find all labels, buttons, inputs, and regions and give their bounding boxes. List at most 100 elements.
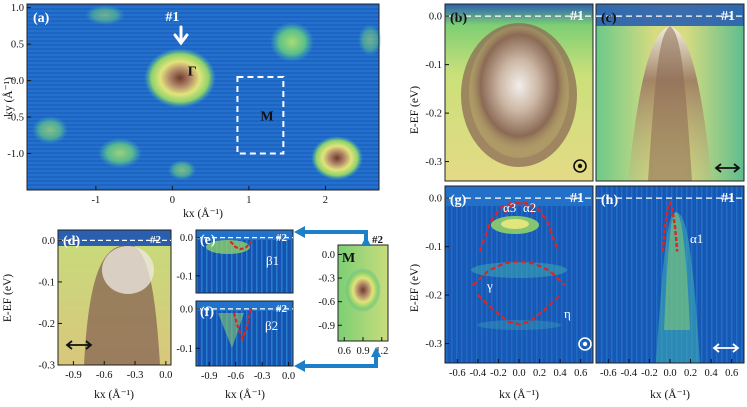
y-tick-label: 0.0 — [429, 12, 442, 23]
panel-h-xlabel: kx (Å⁻¹) — [650, 387, 690, 401]
x-tick-label: -0.6 — [449, 368, 466, 379]
connector-arrows — [294, 226, 381, 372]
m-point-label: M — [260, 110, 273, 125]
y-tick-label: -0.3 — [425, 157, 442, 168]
y-tick-label: -0.3 — [425, 339, 442, 350]
panel-b-yticks: 0.0 -0.1 -0.2 -0.3 — [425, 12, 449, 168]
m-inset-xticks: 0.6 0.9 1.2 — [338, 337, 388, 357]
x-tick-label: 0.4 — [554, 368, 568, 379]
panel-a-xticks: -1 0 1 2 — [91, 186, 328, 206]
panel-e-tag: #2 — [276, 232, 288, 244]
x-tick-label: 0.2 — [684, 368, 697, 379]
x-tick-label: 0.0 — [663, 368, 676, 379]
panel-c-tag: #1 — [721, 9, 735, 24]
panel-f: (f) #2 β2 -0.9 -0.6 -0.3 0.0 0.0 -0.1 kx (Å⁻… — [176, 300, 295, 401]
x-tick-label: 0.2 — [533, 368, 546, 379]
panel-e: (e) #2 β1 0.0 -0.1 — [176, 229, 294, 294]
panel-g-xticks: -0.6 -0.4 -0.2 0.0 0.2 0.4 0.6 — [449, 359, 587, 379]
alpha2-label: α2 — [523, 200, 536, 215]
m-point-box — [236, 75, 285, 155]
x-tick-label: -1 — [91, 195, 100, 206]
eta-label: η — [564, 306, 571, 321]
x-tick-label: 0.0 — [282, 371, 295, 382]
panel-e-yticks: 0.0 -0.1 — [176, 233, 200, 282]
panel-h-fit-curve — [661, 200, 679, 252]
x-tick-label: -0.3 — [127, 370, 144, 381]
panel-d: (d) #2 -0.9 -0.6 -0.3 0.0 0.0 -0.1 -0.2 -0.3 k… — [2, 229, 172, 401]
m-inset-yticks: 0.0 -0.3 -0.6 -0.9 — [318, 250, 342, 332]
fit-curve — [503, 201, 535, 214]
x-tick-label: -0.4 — [621, 368, 638, 379]
x-tick-label: -0.9 — [65, 370, 82, 381]
panel-a-label: (a) — [33, 11, 50, 26]
panel-g-yticks: 0.0 -0.1 -0.2 -0.3 — [425, 194, 449, 350]
panel-g-label: (g) — [450, 193, 467, 208]
y-tick-label: -0.1 — [425, 242, 442, 253]
panel-f-fit-curve — [232, 308, 253, 342]
y-tick-label: -0.1 — [176, 271, 193, 282]
panel-b-ylabel: E-EF (eV) — [409, 86, 421, 134]
x-tick-label: -0.6 — [96, 370, 113, 381]
x-tick-label: -0.4 — [470, 368, 487, 379]
x-tick-label: -0.6 — [600, 368, 617, 379]
y-tick-label: 0.0 — [42, 236, 55, 247]
panel-m-inset: M #2 0.6 0.9 1.2 0.0 -0.3 -0.6 -0.9 — [318, 234, 389, 357]
x-tick-label: 0.0 — [512, 368, 525, 379]
m-inset-tag: #2 — [372, 234, 384, 246]
x-tick-label: 0.6 — [338, 346, 351, 357]
panel-g-tag: #1 — [570, 191, 584, 206]
x-tick-label: 1 — [246, 195, 251, 206]
x-tick-label: 0.9 — [356, 346, 369, 357]
y-tick-label: -0.3 — [38, 361, 55, 372]
panel-d-label: (d) — [63, 234, 80, 249]
y-tick-label: 0.0 — [429, 194, 442, 205]
y-tick-label: -0.3 — [318, 274, 335, 285]
x-tick-label: 2 — [323, 195, 328, 206]
y-tick-label: -1.0 — [7, 149, 24, 160]
panel-d-xticks: -0.9 -0.6 -0.3 0.0 — [65, 361, 172, 381]
y-tick-label: 0.0 — [11, 76, 24, 87]
panel-a-yticks: 1.0 0.5 0.0 -0.5 -1.0 — [7, 3, 31, 160]
alpha3-label: α3 — [503, 200, 516, 215]
panel-h: (h) #1 α1 -0.6 -0.4 -0.2 0.0 0.2 0.4 0.6 kx (Å… — [595, 185, 745, 401]
x-tick-label: -0.3 — [254, 371, 271, 382]
x-tick-label: -0.9 — [201, 371, 218, 382]
y-tick-label: -0.5 — [7, 113, 24, 124]
panel-d-ylabel: E-EF (eV) — [2, 274, 14, 322]
panel-b-tag: #1 — [570, 9, 584, 24]
panel-b: (b) #1 0.0 -0.1 -0.2 -0.3 E-EF (eV) — [409, 3, 594, 182]
cut-1-arrow — [173, 25, 189, 46]
y-tick-label: -0.9 — [318, 321, 335, 332]
beta2-label: β2 — [265, 318, 278, 333]
circular-polarization-icon — [578, 337, 592, 351]
gamma-point-label: Γ — [188, 64, 197, 79]
panel-g-xlabel: kx (Å⁻¹) — [499, 387, 539, 401]
x-tick-label: 0.6 — [725, 368, 738, 379]
y-tick-label: -0.6 — [318, 297, 335, 308]
panel-h-tag: #1 — [721, 191, 735, 206]
x-tick-label: -0.2 — [490, 368, 507, 379]
panel-a-xlabel: kx (Å⁻¹) — [183, 206, 223, 220]
x-tick-label: 1.2 — [375, 346, 388, 357]
panel-f-yticks: 0.0 -0.1 — [176, 304, 200, 355]
linear-polarization-icon — [712, 343, 740, 353]
y-tick-label: 1.0 — [11, 3, 24, 14]
beta1-label: β1 — [266, 253, 279, 268]
y-tick-label: 0.0 — [180, 233, 193, 244]
fit-curve — [477, 294, 561, 326]
panel-b-label: (b) — [450, 11, 467, 26]
y-tick-label: -0.2 — [425, 109, 442, 120]
panel-g: (g) #1 α3 α2 γ η -0.6 -0.4 -0.2 0.0 0.2 0.4 0.… — [409, 185, 594, 401]
panel-a: #1 Γ M (a) -1 0 1 2 1.0 0.5 0.0 -0.5 -1.0 kx (Å… — [1, 3, 382, 220]
y-tick-label: -0.2 — [425, 291, 442, 302]
panel-d-tag: #2 — [150, 234, 162, 246]
panel-c-label: (c) — [601, 11, 617, 26]
circular-polarization-icon — [573, 159, 587, 173]
panel-a-ylabel: ky (Å⁻¹) — [1, 77, 15, 117]
x-tick-label: -0.2 — [641, 368, 658, 379]
panel-e-label: (e) — [200, 233, 216, 248]
panel-g-fit-curves — [472, 201, 567, 326]
y-tick-label: 0.5 — [11, 40, 24, 51]
panel-h-label: (h) — [601, 193, 618, 208]
